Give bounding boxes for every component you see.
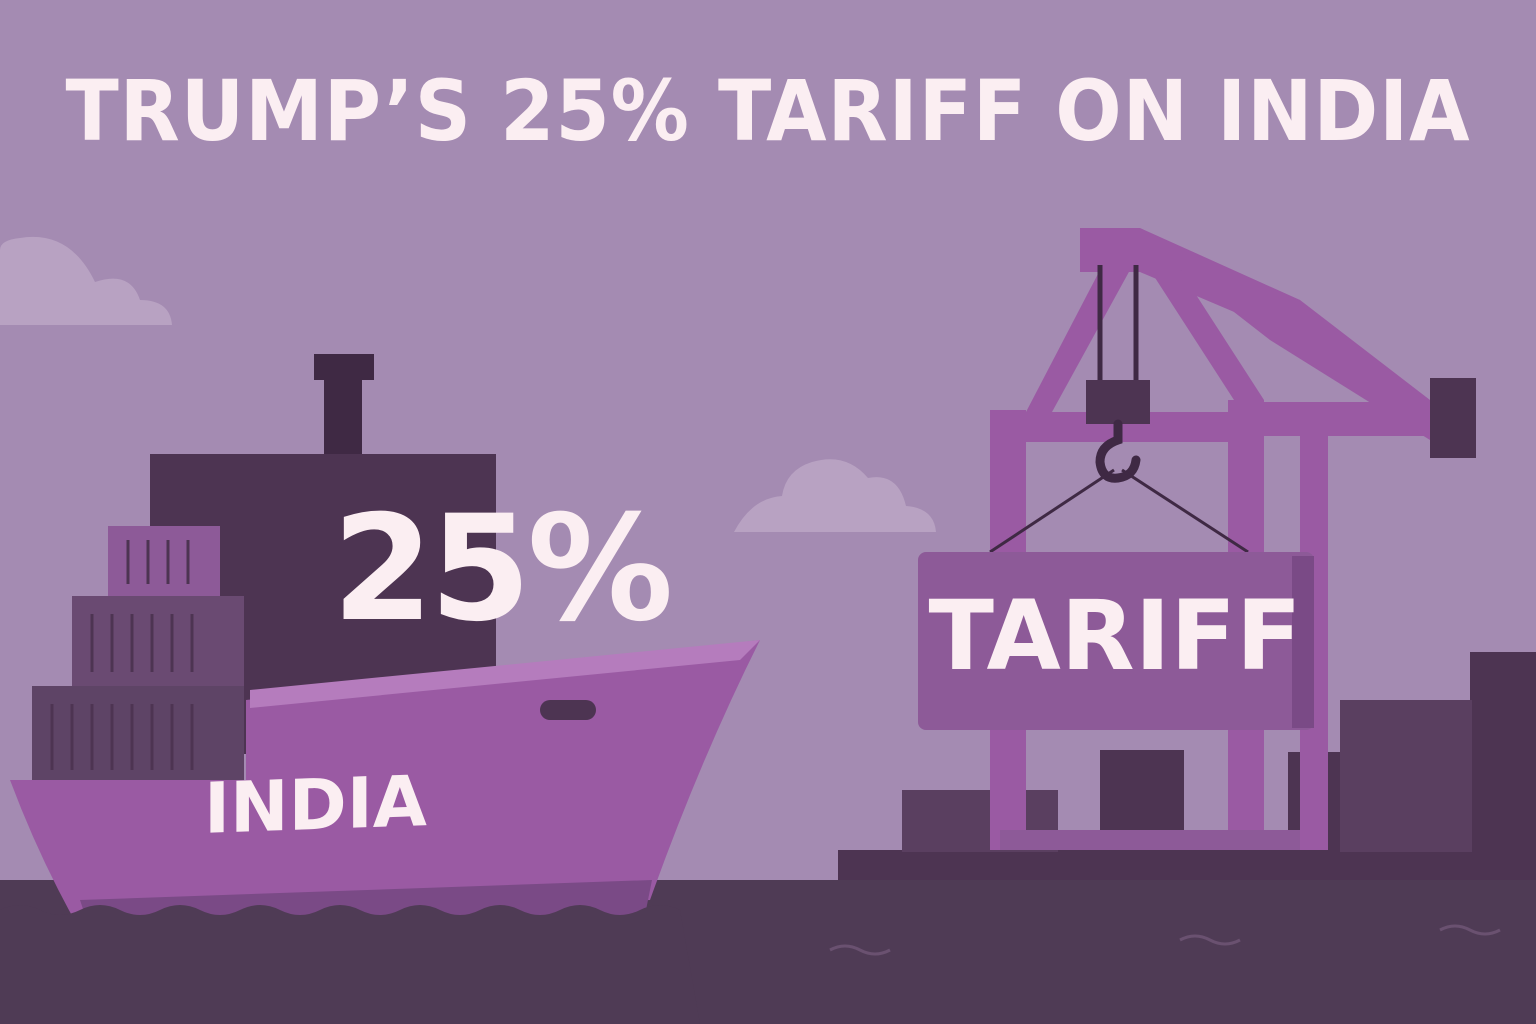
cloud-left: [0, 236, 172, 325]
headline: TRUMP’S 25% TARIFF ON INDIA: [65, 62, 1471, 160]
ship-percent-label: 25%: [332, 484, 673, 654]
waves: [829, 924, 1501, 956]
tariff-sign: [918, 552, 1314, 730]
gantry-crane: [918, 228, 1476, 850]
ship-name-label: INDIA: [204, 760, 427, 850]
tariff-sign-label: TARIFF: [928, 580, 1302, 692]
foreground-water: [0, 905, 700, 1024]
cloud-middle: [734, 459, 936, 532]
